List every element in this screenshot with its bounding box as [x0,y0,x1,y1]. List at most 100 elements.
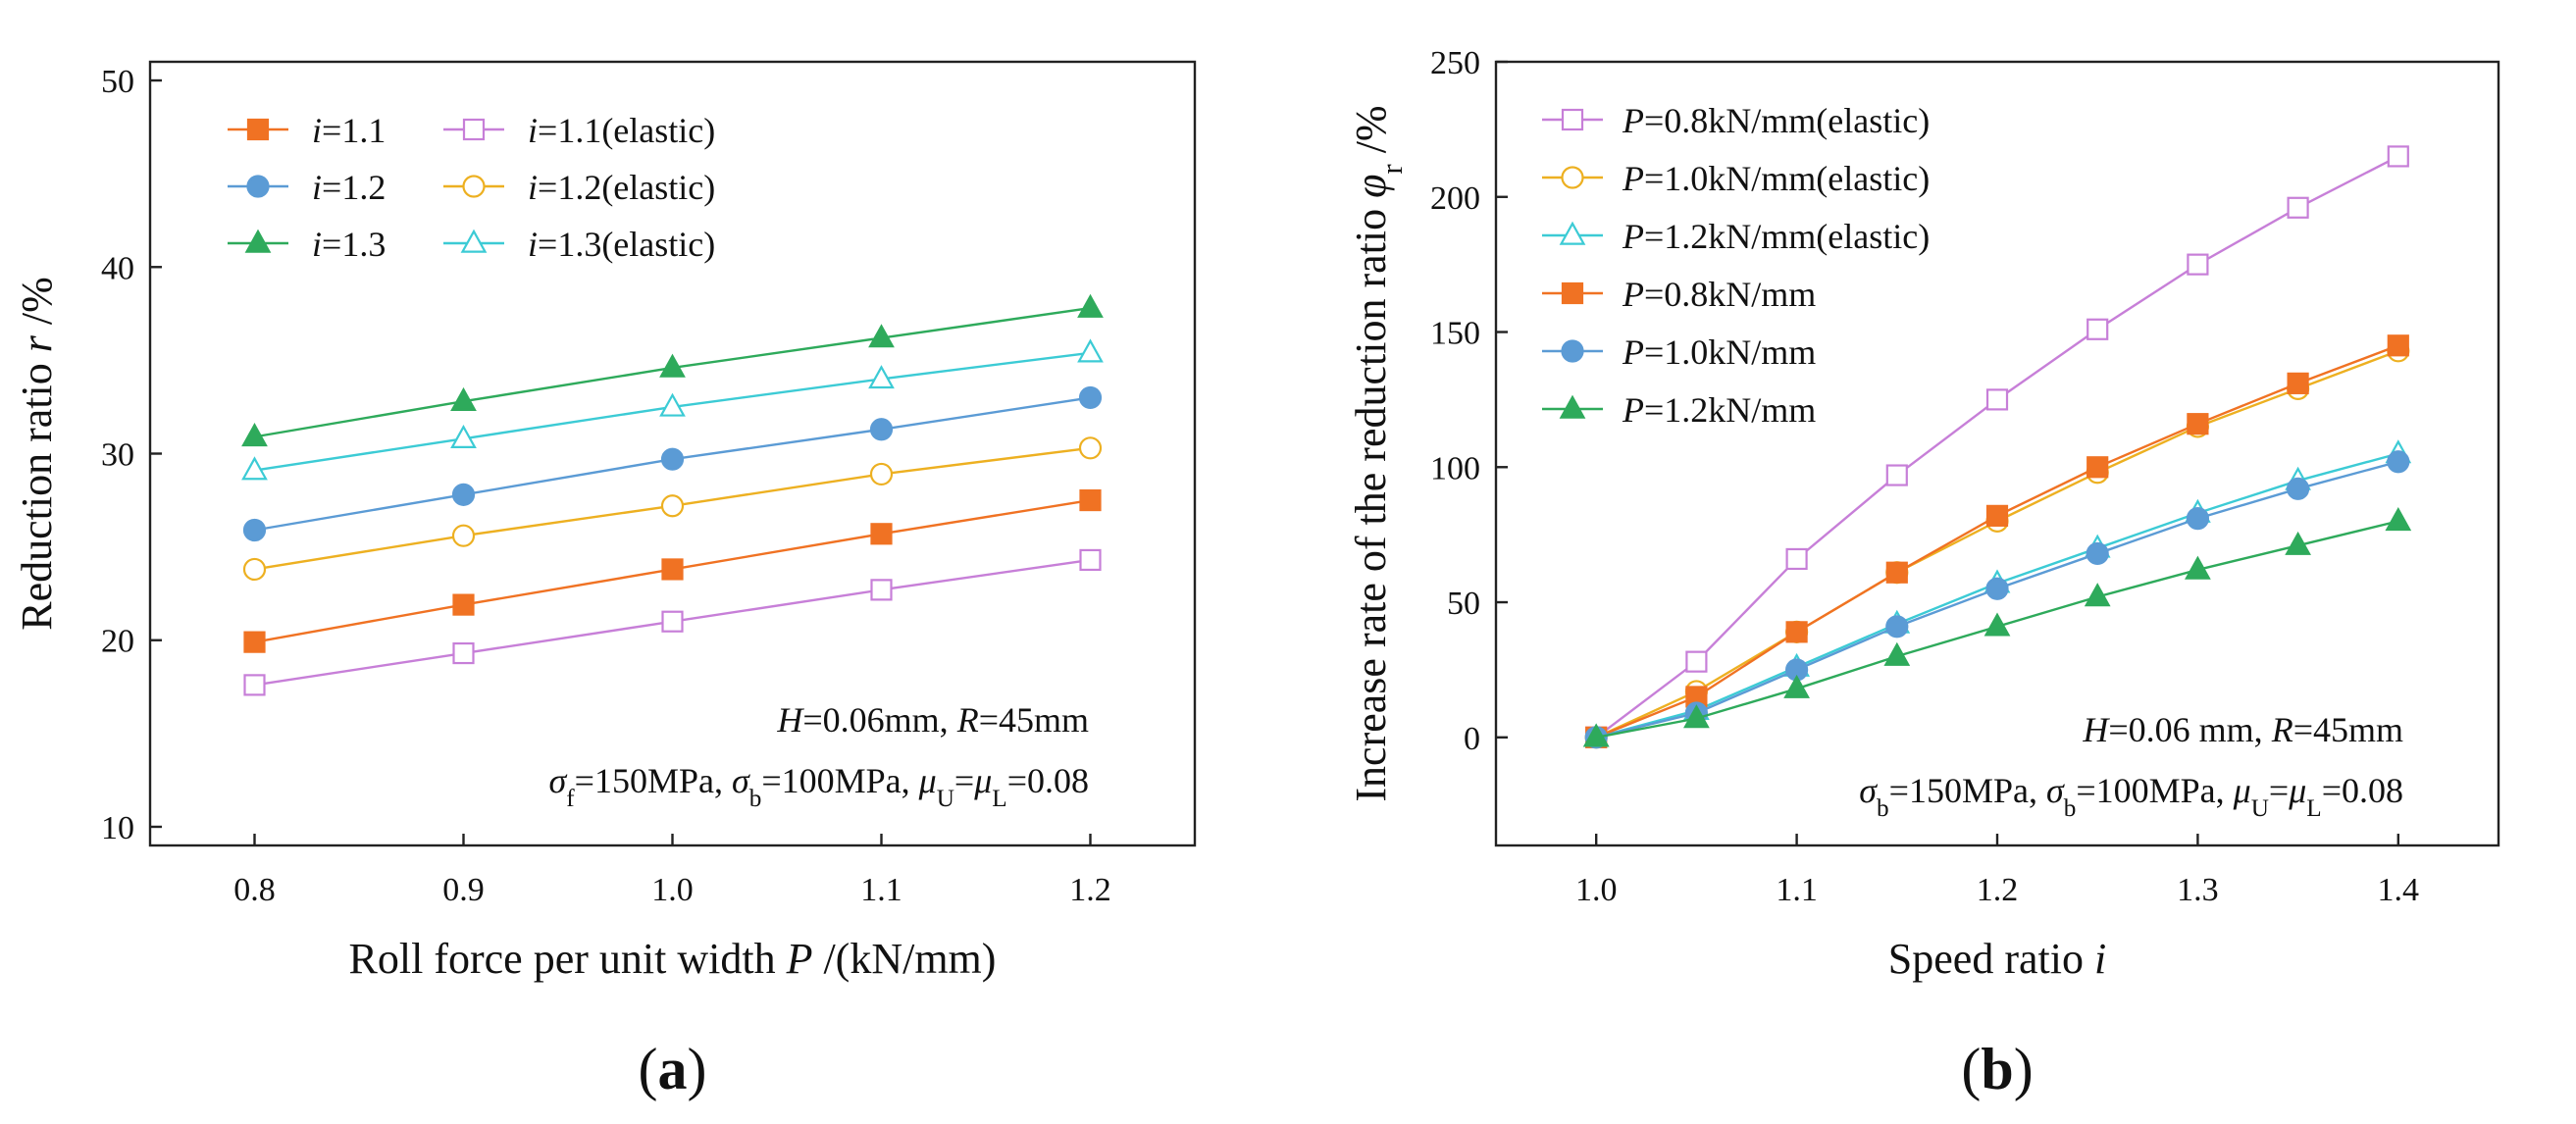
y-tick-label: 20 [101,624,134,660]
data-point [870,579,893,601]
y-axis-label-part: /% [13,277,61,335]
data-point [869,418,894,441]
data-point [870,523,893,545]
y-axis-label-part: /% [1347,105,1395,164]
data-point [660,494,685,518]
annotation-part: = [954,761,974,800]
panel-label-letter: b [1981,1037,2013,1101]
y-tick-label: 100 [1430,450,1480,486]
legend-rest: =1.1(elastic) [538,111,715,150]
data-point [2086,541,2109,566]
data-point [660,447,685,471]
data-point [1783,674,1810,698]
x-axis-label-part: i [2094,935,2106,983]
legend-label: i=1.3(elastic) [528,225,715,264]
legend-item: i=1.1(elastic) [443,111,715,150]
x-tick-label: 1.1 [860,872,902,908]
y-axis-label-part: Increase rate of the reduction ratio [1347,198,1395,802]
legend-rest: =1.3 [322,225,386,264]
annotation-part: μ [973,761,992,800]
data-point [1079,488,1102,512]
data-point [1079,548,1102,572]
annotation-part: b [749,786,762,812]
legend-item: i=1.1 [228,111,386,150]
data-point [1077,338,1104,363]
legend-var: i [528,168,538,207]
data-point [2287,372,2309,394]
legend-item: i=1.2 [228,168,386,207]
y-tick-label: 30 [101,437,134,474]
y-tick-label: 0 [1464,721,1480,757]
legend-rest: =0.8kN/mm [1644,275,1816,314]
annotation-part: σ [2046,771,2065,810]
series-P=0.8kN/mm(elastic) [1585,145,2409,748]
series-P=0.8kN/mm [1585,334,2409,748]
legend-item: P=1.0kN/mm(elastic) [1542,159,1930,198]
annotation-part: μ [918,761,937,800]
legend-label: P=0.8kN/mm(elastic) [1622,101,1930,140]
panel-label-paren: ( [639,1037,658,1101]
data-point [1885,615,1909,639]
legend-label: P=0.8kN/mm [1622,275,1816,314]
x-axis-label-part: Speed ratio [1888,935,2094,983]
legend-var: P [1622,332,1644,372]
legend-item: P=0.8kN/mm(elastic) [1542,101,1930,140]
annotation-part: =45mm [979,700,1089,740]
y-tick-label: 50 [101,64,134,100]
data-point [452,641,475,665]
legend-label: P=1.2kN/mm(elastic) [1622,217,1930,256]
annotation-part: =150MPa, [1889,771,2046,810]
data-point [451,524,476,547]
data-point [1785,547,1808,571]
annotation-part: R [2271,710,2293,749]
data-point [2186,507,2209,531]
legend-item: P=0.8kN/mm [1542,275,1816,314]
legend-marker [1561,108,1584,131]
series-i=1.3 [241,293,1104,447]
legend-marker [1561,281,1584,305]
x-axis-label-part: /(kN/mm) [812,935,996,983]
series-i=1.1 [243,488,1102,653]
annotation-part: =0.06mm, [802,700,956,740]
legend-item: i=1.2(elastic) [443,168,715,207]
data-point [242,557,267,582]
data-point [1984,612,2011,637]
panel-label-paren: ) [2014,1037,2034,1101]
annotation-part: =0.06 mm, [2108,710,2271,749]
data-point [659,353,686,378]
series-P=1.2kN/mm [1582,507,2412,747]
data-point [242,518,267,542]
panel-label-paren: ( [1961,1037,1981,1101]
x-tick-label: 1.0 [1575,872,1618,908]
data-point [2385,507,2412,532]
legend-marker [460,229,488,253]
legend-item: P=1.2kN/mm [1542,390,1816,430]
legend-marker [1561,166,1584,189]
annotation: σb=150MPa, σb=100MPa, μU=μL=0.08 [1859,771,2403,822]
legend-marker [1559,221,1586,245]
data-point [452,593,475,616]
y-tick-label: 10 [101,810,134,846]
y-axis-label-part: φ [1347,175,1395,198]
data-point [243,631,266,653]
x-tick-label: 1.3 [2177,872,2219,908]
annotation-part: L [992,786,1006,812]
legend: i=1.1 i=1.1(elastic)i=1.2 i=1.2(elastic)i=… [228,111,715,264]
y-axis-label: Increase rate of the reduction ratio φr … [1347,105,1409,801]
y-tick-label: 200 [1430,180,1480,217]
x-tick-label: 0.8 [233,872,276,908]
chart-panel-a: 0.8 0.9 1.0 1.1 1.2 10 20 30 40 50 Roll force per … [13,60,1197,1101]
data-point [2285,531,2311,555]
data-point [2185,555,2211,580]
data-point [2287,196,2309,219]
data-point [1985,388,2009,411]
data-point [2387,145,2409,168]
annotation-part: σ [548,761,567,800]
legend-marker [246,175,270,198]
legend-item: i=1.3(elastic) [443,225,715,264]
x-tick-label: 1.2 [1977,872,2019,908]
y-tick-label: 150 [1430,316,1480,352]
data-point [450,386,477,411]
x-tick-label: 1.2 [1069,872,1111,908]
